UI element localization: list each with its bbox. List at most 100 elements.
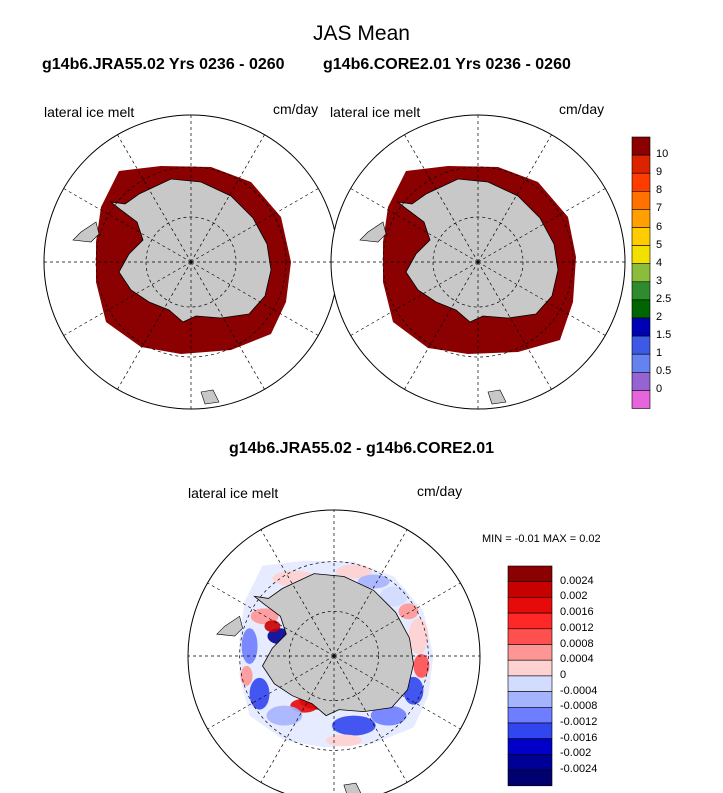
colorbar-diff-swatch	[507, 659, 553, 677]
colorbar-main-tick-label: 10	[656, 148, 669, 161]
colorbar-diff-swatch	[507, 691, 553, 708]
panel2-meridian	[404, 134, 479, 263]
diff-anomaly-patch	[264, 620, 281, 633]
panel2-meridian	[477, 261, 552, 390]
panel3-meridian	[333, 582, 461, 657]
colorbar-main-swatch	[631, 227, 651, 246]
panel1-antarctica	[109, 178, 272, 323]
panel2-meridian	[477, 188, 606, 263]
diff-anomaly-patch	[266, 705, 303, 726]
colorbar-main-tick-label: 2.5	[656, 292, 672, 305]
panel1-title: g14b6.JRA55.02 Yrs 0236 - 0260	[42, 56, 285, 73]
page-title: JAS Mean	[313, 22, 410, 45]
ice-melt-field	[383, 166, 576, 354]
colorbar-diff-tick-label: -0.0004	[560, 684, 598, 697]
colorbar-diff-swatch	[507, 597, 553, 614]
diff-anomaly-patch	[413, 654, 430, 678]
colorbar-main-tick-label: 5	[656, 238, 663, 251]
colorbar-diff-swatch	[507, 565, 553, 582]
colorbar-main-tick-label: 3	[656, 274, 663, 287]
panel1-new-zealand	[200, 389, 220, 405]
colorbar-diff-swatch	[507, 581, 553, 598]
colorbar-main-tick-label: 6	[656, 220, 663, 233]
panel2-meridian	[477, 261, 606, 336]
colorbar-main-tick-label: 0	[656, 383, 663, 396]
panel3-meridian	[207, 582, 335, 657]
panel2-meridian	[350, 261, 479, 336]
colorbar-main-tick-label: 8	[656, 184, 663, 197]
panel3-meridian	[260, 529, 335, 657]
panel2-meridian	[477, 134, 552, 263]
colorbar-diff-swatch	[507, 612, 553, 630]
diff-anomaly-patch	[332, 715, 376, 736]
colorbar-diff-swatch	[507, 706, 553, 724]
colorbar-diff-swatch	[507, 644, 553, 661]
colorbar-main-swatch	[631, 172, 651, 192]
panel1-clipped	[44, 115, 338, 409]
colorbar-main-tick-label: 2	[656, 311, 663, 323]
panel1-meridian	[190, 188, 319, 263]
panel3-latitude-circle	[239, 561, 429, 751]
panel1-meridian	[63, 188, 192, 263]
colorbar-main-swatch	[631, 353, 651, 373]
panel1-units-label: cm/day	[273, 101, 319, 117]
colorbar-main-tick-label: 0.5	[656, 365, 672, 378]
panel2-border	[330, 114, 626, 410]
panel3-antarctica	[253, 573, 414, 717]
colorbar-diff-tick-label: 0.0016	[560, 606, 594, 619]
colorbar-main-swatch	[631, 154, 651, 174]
panel1-meridian	[117, 261, 192, 390]
colorbar-diff-swatch	[507, 722, 553, 739]
panel3-map	[187, 509, 481, 793]
colorbar-diff-tick-label: 0.0004	[560, 653, 594, 666]
colorbar-main-swatch	[631, 317, 651, 337]
colorbar-diff-tick-label: -0.002	[560, 747, 592, 760]
diff-anomaly-patch	[249, 677, 270, 710]
diff-minmax-label: MIN = -0.01 MAX = 0.02	[482, 533, 601, 545]
panel3-south-america	[216, 615, 243, 637]
colorbar-diff-tick-label: -0.0008	[560, 700, 598, 713]
panel1-map	[43, 114, 339, 410]
diff-anomaly-patch	[379, 586, 408, 607]
panel2-latitude-circle	[382, 166, 574, 358]
diff-anomaly-patch	[370, 705, 407, 726]
colorbar-diff-swatch	[507, 738, 553, 755]
colorbar-main-tick-label: 4	[656, 256, 663, 269]
panel3-new-zealand	[343, 782, 363, 793]
panel3-meridian	[333, 655, 461, 730]
colorbar-diff-tick-label: 0.002	[560, 590, 588, 603]
colorbar-main-tick-label: 9	[656, 166, 663, 179]
panel2-meridian	[350, 188, 479, 263]
colorbar-main-swatch	[631, 281, 651, 301]
panel1-latitude-circle	[95, 166, 287, 358]
panel3-meridian	[207, 655, 335, 730]
diff-units-label: cm/day	[417, 483, 463, 499]
panel1-meridian	[63, 261, 192, 336]
colorbar-main-swatch	[631, 191, 651, 210]
colorbar-main-swatch	[631, 390, 651, 409]
panel2-title: g14b6.CORE2.01 Yrs 0236 - 0260	[323, 56, 571, 73]
diff-anomaly-patch	[335, 564, 372, 579]
panel1-meridian	[190, 261, 265, 390]
panel3-meridian	[333, 655, 408, 783]
colorbar-main-tick-label: 1	[656, 347, 663, 360]
colorbar-main-swatch	[631, 299, 651, 319]
diff-anomaly-patch	[326, 734, 362, 747]
diff-panel-title: g14b6.JRA55.02 - g14b6.CORE2.01	[228, 440, 494, 457]
panel1-meridian	[190, 134, 265, 263]
colorbar-main-swatch	[631, 371, 651, 391]
panel3-border	[187, 509, 481, 793]
panel2-south-america	[359, 221, 387, 243]
colorbar-main-tick-label: 7	[656, 202, 663, 215]
panel3-meridian	[260, 655, 335, 783]
colorbar-main	[631, 136, 651, 409]
diff-variable-label: lateral ice melt	[188, 485, 279, 501]
colorbar-diff-tick-label: 0.0012	[560, 621, 594, 634]
colorbar-diff-swatch	[507, 754, 553, 771]
colorbar-diff-tick-label: 0.0008	[560, 637, 594, 650]
panel3-meridian	[333, 529, 408, 657]
diff-anomaly-patch	[398, 603, 419, 620]
colorbar-main-tick-label: 1.5	[656, 329, 672, 342]
colorbar-main-swatch	[631, 209, 651, 228]
